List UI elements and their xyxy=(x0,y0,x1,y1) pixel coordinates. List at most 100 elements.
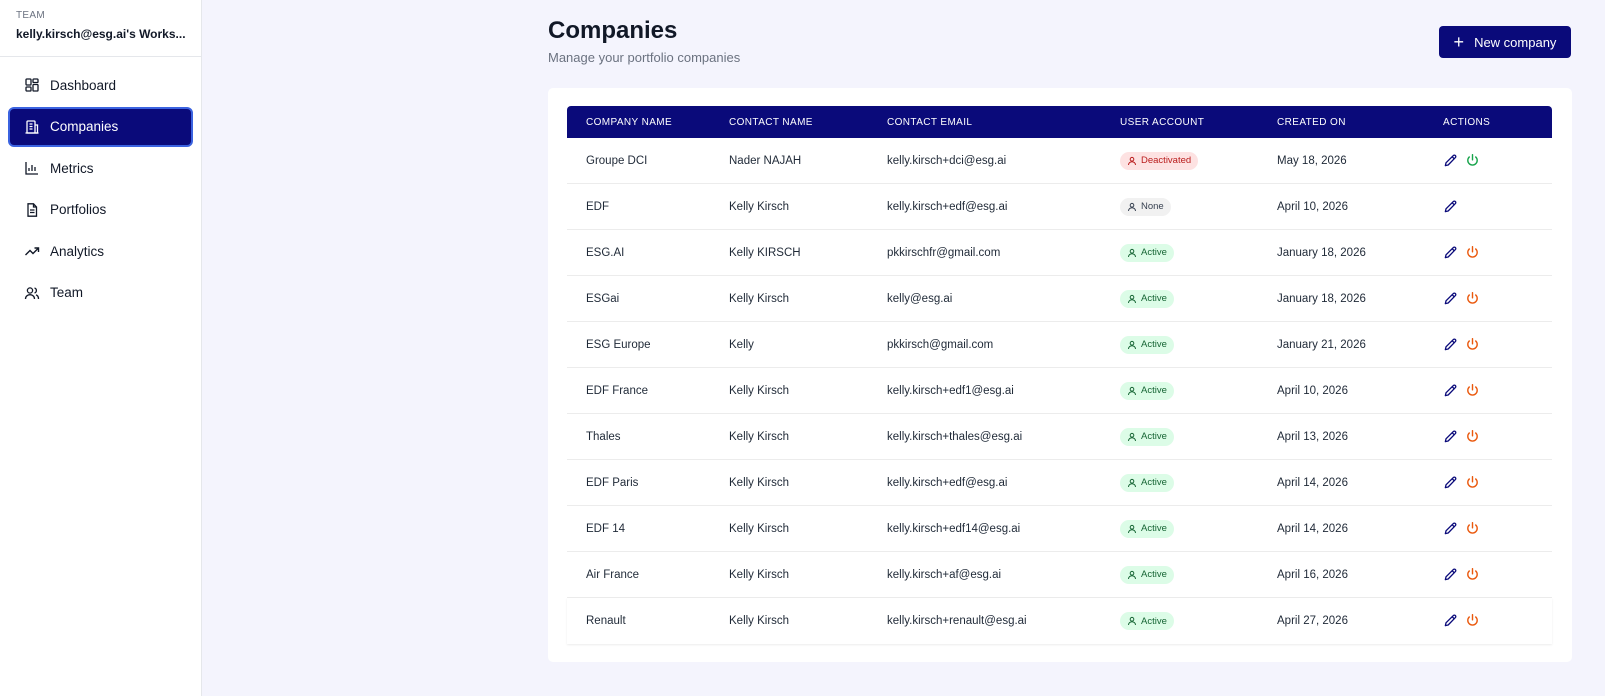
user-icon xyxy=(1127,156,1137,166)
edit-pencil-icon[interactable] xyxy=(1443,613,1459,629)
contact-email-cell: kelly.kirsch+renault@esg.ai xyxy=(887,615,1027,627)
team-name[interactable]: kelly.kirsch@esg.ai's Works... xyxy=(16,27,185,41)
table-row: ESGai Kelly Kirsch kelly@esg.ai Active Janua… xyxy=(567,276,1552,322)
status-badge-label: Active xyxy=(1141,523,1167,534)
user-account-cell: Active xyxy=(1120,473,1277,492)
team-switcher[interactable]: TEAM kelly.kirsch@esg.ai's Works... xyxy=(0,0,201,57)
edit-pencil-icon[interactable] xyxy=(1443,521,1459,537)
column-header: USER ACCOUNT xyxy=(1120,116,1205,128)
user-account-cell: Active xyxy=(1120,427,1277,446)
user-icon xyxy=(1127,524,1137,534)
team-label: TEAM xyxy=(16,10,45,21)
deactivate-power-icon[interactable] xyxy=(1465,383,1481,399)
created-on-cell: April 10, 2026 xyxy=(1277,200,1348,213)
created-on-cell: April 10, 2026 xyxy=(1277,384,1348,397)
company-name-cell: Groupe DCI xyxy=(586,154,648,167)
status-badge: Active xyxy=(1120,473,1174,492)
status-badge: Active xyxy=(1120,519,1174,538)
table-row: ESG.AI Kelly KIRSCH pkkirschfr@gmail.com Ac… xyxy=(567,230,1552,276)
contact-email-cell: kelly.kirsch+af@esg.ai xyxy=(887,568,1002,581)
sidebar-item-dashboard[interactable]: Dashboard xyxy=(8,65,193,105)
edit-pencil-icon[interactable] xyxy=(1443,429,1459,445)
contact-name-cell: Kelly Kirsch xyxy=(729,430,790,443)
edit-pencil-icon[interactable] xyxy=(1443,245,1459,261)
edit-pencil-icon[interactable] xyxy=(1443,153,1459,169)
table-row: Air France Kelly Kirsch kelly.kirsch+af@es… xyxy=(567,552,1552,598)
status-badge: Deactivated xyxy=(1120,151,1199,170)
deactivate-power-icon[interactable] xyxy=(1465,613,1481,629)
deactivate-power-icon[interactable] xyxy=(1465,429,1481,445)
table-row: EDF Kelly Kirsch kelly.kirsch+edf@esg.ai No… xyxy=(567,184,1552,230)
user-icon xyxy=(1127,340,1137,350)
company-name-cell: ESG.AI xyxy=(586,246,625,259)
contact-name-cell: Kelly KIRSCH xyxy=(729,246,801,259)
column-header: CONTACT EMAIL xyxy=(887,116,973,128)
sidebar-item-team[interactable]: Team xyxy=(8,273,193,313)
status-badge-label: Active xyxy=(1141,293,1167,304)
document-icon xyxy=(24,202,40,218)
edit-pencil-icon[interactable] xyxy=(1443,475,1459,491)
contact-email-cell: kelly@esg.ai xyxy=(887,292,953,305)
edit-pencil-icon[interactable] xyxy=(1443,337,1459,353)
table-row: Renault Kelly Kirsch kelly.kirsch+renault@… xyxy=(567,598,1552,644)
company-name-cell: ESGai xyxy=(586,292,620,305)
deactivate-power-icon[interactable] xyxy=(1465,567,1481,583)
user-account-cell: Active xyxy=(1120,565,1277,584)
deactivate-power-icon[interactable] xyxy=(1465,521,1481,537)
user-icon xyxy=(1127,570,1137,580)
edit-pencil-icon[interactable] xyxy=(1443,383,1459,399)
new-company-button[interactable]: + New company xyxy=(1439,26,1571,58)
deactivate-power-icon[interactable] xyxy=(1465,291,1481,307)
user-icon xyxy=(1127,248,1137,258)
plus-icon: + xyxy=(1453,32,1465,52)
sidebar-item-analytics[interactable]: Analytics xyxy=(8,231,193,271)
created-on-cell: April 27, 2026 xyxy=(1277,615,1348,627)
actions-cell xyxy=(1443,199,1552,215)
table-row: EDF 14 Kelly Kirsch kelly.kirsch+edf14@esg… xyxy=(567,506,1552,552)
deactivate-power-icon[interactable] xyxy=(1465,337,1481,353)
user-account-cell: None xyxy=(1120,197,1277,216)
column-header: CONTACT NAME xyxy=(729,116,813,128)
created-on-cell: January 18, 2026 xyxy=(1277,292,1366,305)
edit-pencil-icon[interactable] xyxy=(1443,291,1459,307)
deactivate-power-icon[interactable] xyxy=(1465,475,1481,491)
actions-cell xyxy=(1443,429,1552,445)
user-account-cell: Active xyxy=(1120,289,1277,308)
status-badge-label: Active xyxy=(1141,247,1167,258)
company-name-cell: EDF France xyxy=(586,384,648,397)
users-icon xyxy=(24,285,40,301)
contact-name-cell: Kelly Kirsch xyxy=(729,200,790,213)
status-badge-label: Active xyxy=(1141,385,1167,396)
company-name-cell: Thales xyxy=(586,430,621,443)
user-icon xyxy=(1127,294,1137,304)
sidebar-item-label: Metrics xyxy=(50,160,94,176)
created-on-cell: April 16, 2026 xyxy=(1277,568,1348,581)
status-badge-label: Active xyxy=(1141,431,1167,442)
sidebar-item-label: Companies xyxy=(50,119,119,134)
activate-power-icon[interactable] xyxy=(1465,153,1481,169)
deactivate-power-icon[interactable] xyxy=(1465,245,1481,261)
sidebar-item-companies[interactable]: Companies xyxy=(8,106,193,147)
company-name-cell: EDF 14 xyxy=(586,522,625,535)
table-body: Groupe DCI Nader NAJAH kelly.kirsch+dci@es… xyxy=(567,138,1552,644)
user-account-cell: Deactivated xyxy=(1120,151,1277,170)
edit-pencil-icon[interactable] xyxy=(1443,199,1459,215)
company-name-cell: EDF xyxy=(586,200,609,213)
user-icon xyxy=(1127,202,1137,212)
contact-email-cell: kelly.kirsch+edf1@esg.ai xyxy=(887,384,1014,397)
contact-email-cell: pkkirsch@gmail.com xyxy=(887,338,994,351)
page-title: Companies xyxy=(548,17,678,44)
actions-cell xyxy=(1443,521,1552,537)
sidebar-nav: Dashboard Companies Metrics Portfolios A… xyxy=(0,57,201,313)
status-badge: Active xyxy=(1120,243,1174,262)
sidebar-item-portfolios[interactable]: Portfolios xyxy=(8,190,193,230)
contact-name-cell: Kelly Kirsch xyxy=(729,476,790,489)
actions-cell xyxy=(1443,567,1552,583)
column-header: ACTIONS xyxy=(1443,116,1491,128)
status-badge: None xyxy=(1120,197,1171,216)
sidebar-item-metrics[interactable]: Metrics xyxy=(8,148,193,188)
edit-pencil-icon[interactable] xyxy=(1443,567,1459,583)
contact-name-cell: Nader NAJAH xyxy=(729,154,802,167)
user-account-cell: Active xyxy=(1120,335,1277,354)
created-on-cell: January 21, 2026 xyxy=(1277,338,1366,351)
